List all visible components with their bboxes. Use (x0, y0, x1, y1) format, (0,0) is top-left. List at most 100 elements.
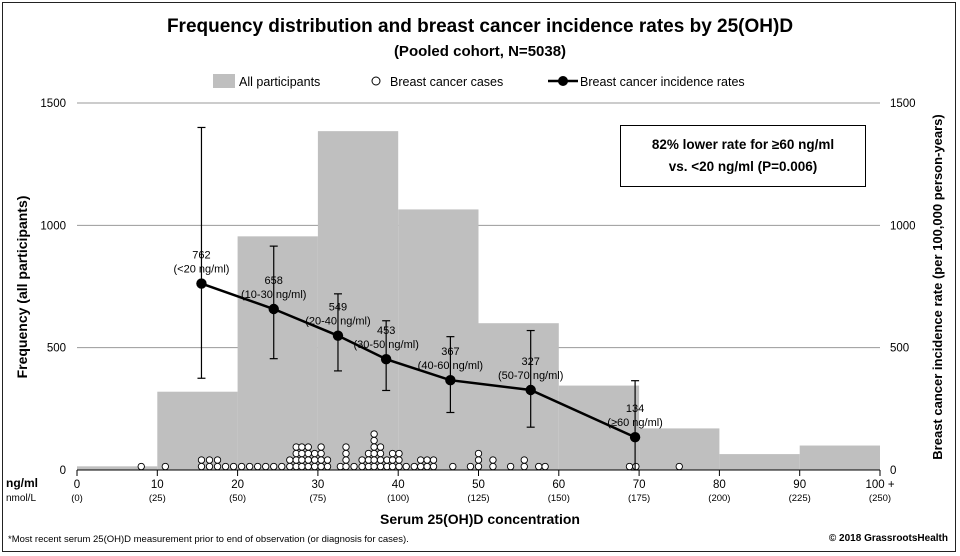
case-marker (370, 449, 378, 458)
case-marker (311, 462, 319, 471)
case-marker (429, 456, 438, 464)
case-marker (370, 443, 378, 451)
case-marker (474, 462, 483, 471)
histogram-bar (719, 454, 800, 470)
case-marker (370, 456, 378, 464)
case-marker (254, 462, 262, 471)
x-tick-label-ng: 60 (552, 479, 565, 491)
chart-subtitle: (Pooled cohort, N=5038) (394, 43, 566, 60)
case-marker (317, 443, 325, 451)
y-left-tick-label: 0 (60, 465, 66, 477)
x-tick-label-nmol: (150) (548, 493, 570, 504)
y-axis-left-ticks: 0 500 1000 1500 (40, 98, 66, 477)
case-marker (304, 443, 312, 451)
histogram-bar (799, 445, 880, 470)
case-marker (270, 462, 278, 471)
case-marker (298, 443, 306, 451)
x-tick-label-ng: 50 (472, 479, 485, 491)
x-tick-label-ng: 90 (793, 479, 806, 491)
case-marker (161, 462, 169, 471)
case-marker (229, 462, 238, 471)
case-marker (358, 462, 366, 471)
case-marker (137, 462, 145, 471)
case-marker (317, 462, 325, 471)
case-marker (245, 462, 254, 471)
case-marker (304, 462, 312, 471)
case-marker (489, 462, 497, 471)
case-marker (410, 462, 418, 471)
case-marker (370, 430, 378, 438)
incidence-value-label: 453 (377, 325, 395, 337)
case-marker (278, 462, 286, 471)
case-marker (395, 449, 403, 458)
case-marker (205, 462, 214, 471)
case-marker (317, 449, 325, 458)
incidence-range-label: (50-70 ng/ml) (498, 370, 563, 382)
case-marker (466, 462, 475, 471)
legend-case-marker (371, 76, 381, 86)
y-right-tick-label: 500 (890, 343, 909, 355)
incidence-point (380, 353, 392, 365)
incidence-range-label: (30-50 ng/ml) (353, 339, 418, 351)
case-marker (449, 462, 457, 471)
y-axis-right-label: Breast cancer incidence rate (per 100,00… (930, 114, 945, 459)
incidence-point (629, 432, 641, 443)
incidence-value-label: 762 (192, 250, 210, 262)
incidence-range-label: (40-60 ng/ml) (418, 360, 483, 372)
case-marker (342, 462, 350, 471)
x-tick-label-ng: 0 (74, 479, 80, 491)
case-marker (370, 436, 378, 445)
x-tick-label-nmol: (250) (869, 493, 891, 504)
histogram-bar (237, 236, 318, 470)
incidence-point (196, 278, 207, 289)
x-tick-label-ng: 40 (392, 479, 405, 491)
legend: All participants Breast cancer cases Bre… (213, 74, 745, 89)
incidence-range-label: (20-40 ng/ml) (305, 316, 370, 328)
histogram-bar (558, 385, 640, 470)
incidence-value-label: 367 (441, 346, 459, 358)
histogram-bar (157, 391, 238, 470)
incidence-labels: 762 (<20 ng/ml) 658 (10-30 ng/ml) 549 (20-40 … (173, 250, 662, 430)
case-marker (506, 462, 515, 471)
case-marker (342, 443, 350, 451)
x-tick-label-nmol: (225) (789, 493, 811, 504)
incidence-point (445, 375, 456, 386)
case-marker (286, 462, 294, 471)
case-marker (298, 456, 306, 464)
case-marker (423, 456, 431, 464)
x-tick-label-ng: 20 (231, 479, 244, 491)
case-marker (323, 462, 332, 471)
x-tick-label-nmol: (0) (71, 493, 83, 504)
x-tick-label-ng: 10 (151, 479, 164, 491)
case-marker (221, 462, 230, 471)
case-marker (402, 462, 410, 471)
histogram-bar (317, 131, 399, 471)
case-marker (388, 449, 397, 458)
x-tick-label-nmol: (125) (467, 493, 489, 504)
error-bars (197, 126, 640, 471)
legend-bar-swatch (213, 74, 235, 88)
x-tick-label-nmol: (100) (387, 493, 409, 504)
incidence-point (332, 330, 344, 341)
case-marker (304, 449, 312, 458)
case-marker (395, 462, 403, 471)
y-left-tick-label: 500 (47, 343, 66, 355)
case-marker (197, 456, 206, 464)
case-marker (395, 456, 403, 464)
case-marker (376, 449, 385, 458)
case-marker (342, 449, 350, 458)
incidence-point (268, 303, 279, 315)
case-marker (213, 456, 222, 464)
case-marker (625, 462, 634, 471)
y-axis-left-label: Frequency (all participants) (14, 196, 30, 379)
case-marker (311, 449, 319, 458)
x-tick-label-nmol: (200) (708, 493, 730, 504)
x-tick-label-ng: 100 + (865, 479, 894, 491)
y-right-tick-label: 0 (890, 465, 896, 477)
case-marker (342, 456, 350, 464)
case-marker (489, 456, 497, 464)
case-marker (317, 456, 325, 464)
case-marker (376, 443, 385, 451)
